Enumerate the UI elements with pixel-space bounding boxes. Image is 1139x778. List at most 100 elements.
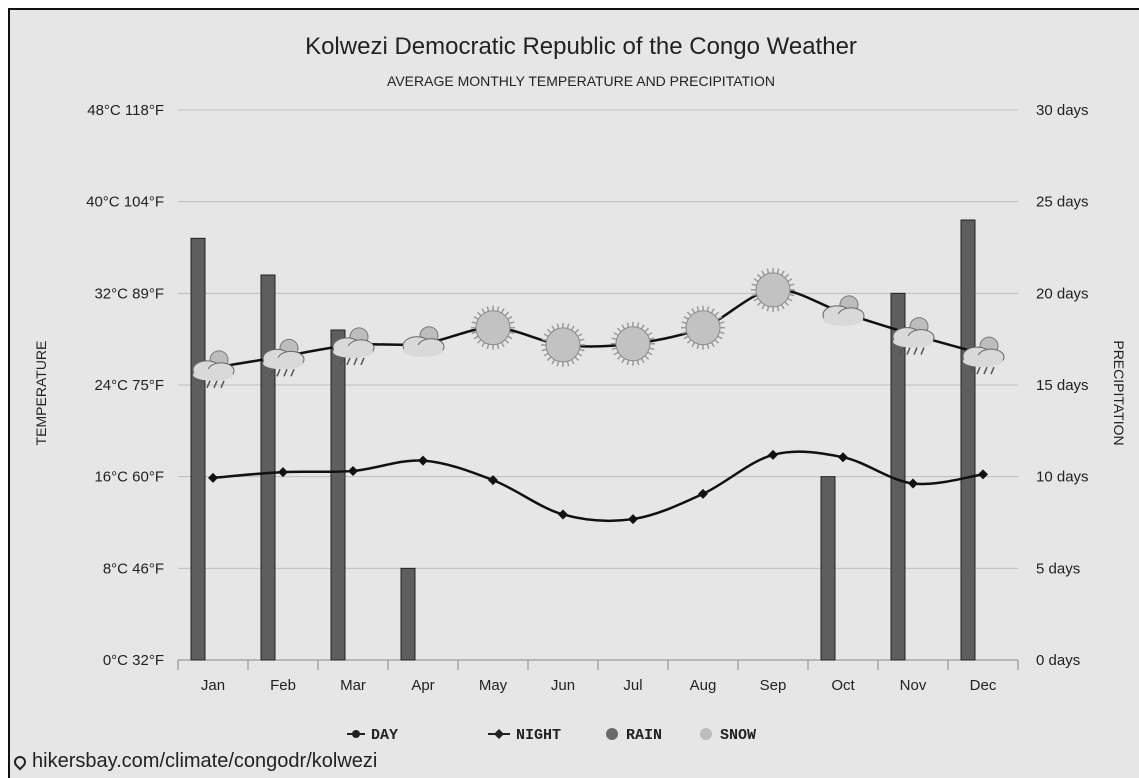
legend-night[interactable]: NIGHT (488, 727, 561, 744)
sun-ray (636, 359, 640, 366)
sun-ray (780, 304, 785, 310)
night-line (212, 450, 984, 523)
cloud-base (403, 344, 443, 357)
y-right-tick-label: 20 days (1036, 285, 1089, 302)
y-right-tick-label: 30 days (1036, 102, 1089, 119)
legend-rain-label: RAIN (626, 727, 662, 744)
day-line (212, 288, 984, 370)
sun-ray (507, 335, 513, 340)
x-tick-label: Mar (340, 677, 366, 694)
cloud-icon[interactable] (402, 326, 445, 357)
sun-icon[interactable] (471, 305, 515, 350)
night-point[interactable] (208, 472, 218, 483)
sun-ray (761, 304, 766, 310)
sun-ray (551, 325, 556, 331)
night-point[interactable] (558, 509, 568, 520)
x-tick-label: Dec (970, 677, 997, 694)
y-right-tick-label: 10 days (1036, 469, 1089, 486)
sun-ray (683, 316, 689, 320)
y-right-tick-label: 15 days (1036, 377, 1089, 394)
sun-ray (784, 273, 790, 279)
chart-frame: Kolwezi Democratic Republic of the Congo… (8, 8, 1139, 778)
rain-drop (899, 347, 904, 355)
location-pin-icon (11, 753, 29, 771)
sun-ray (717, 335, 723, 340)
sun-ray (611, 347, 617, 351)
night-point[interactable] (418, 455, 428, 466)
sun-ray (621, 358, 626, 364)
sun-ray (717, 316, 723, 320)
y-left-tick-label: 16°C 60°F (94, 469, 164, 486)
legend-snow-dot-icon (700, 728, 712, 740)
rain-bar[interactable] (820, 476, 836, 661)
sun-ray (640, 324, 645, 330)
sun-icon[interactable] (681, 305, 725, 350)
sun-ray (714, 311, 720, 317)
sun-ray (616, 327, 622, 333)
legend-day-marker-icon (352, 730, 360, 738)
cloud-rain-icon[interactable] (332, 327, 375, 366)
sun-icon[interactable] (751, 267, 795, 312)
gridlines (178, 109, 1018, 569)
rain-bar[interactable] (960, 219, 976, 661)
sun-ray (577, 352, 583, 357)
night-point[interactable] (278, 467, 288, 478)
rain-bar[interactable] (190, 237, 206, 661)
rain-bar[interactable] (400, 567, 416, 661)
y-left-tick-label: 32°C 89°F (94, 285, 164, 302)
sun-icon[interactable] (611, 321, 655, 366)
legend-day[interactable]: DAY (347, 727, 398, 744)
sun-ray (691, 342, 696, 348)
rain-drop (360, 357, 365, 366)
sun-ray (647, 351, 653, 356)
sun-icon[interactable] (541, 322, 585, 367)
legend-rain[interactable]: RAIN (606, 727, 662, 744)
cloud-rain-icon[interactable] (192, 350, 235, 389)
night-point[interactable] (698, 488, 708, 499)
rain-bar[interactable] (260, 274, 276, 661)
sun-ray (706, 306, 710, 312)
source-link[interactable]: hikersbay.com/climate/congodr/kolwezi (11, 750, 377, 773)
sun-ray (556, 361, 560, 367)
sun-ray (681, 331, 687, 335)
sun-disc (685, 310, 721, 346)
night-point[interactable] (838, 452, 848, 463)
sun-ray (556, 323, 560, 329)
cloud-rain-icon[interactable] (962, 336, 1005, 375)
night-point[interactable] (768, 449, 778, 460)
sun-disc (475, 310, 511, 346)
rain-drop (990, 366, 995, 375)
sun-ray (473, 316, 479, 320)
x-tick-label: Sep (760, 677, 787, 694)
sun-ray (681, 321, 687, 325)
sun-ray (710, 342, 715, 348)
cloud-rain-icon[interactable] (262, 338, 305, 377)
sun-ray (706, 343, 710, 350)
y-left-tick-label: 0°C 32°F (103, 652, 164, 669)
night-point[interactable] (978, 469, 988, 480)
sun-ray (566, 323, 570, 329)
cloud-base (263, 357, 303, 370)
cloud-rain-icon[interactable] (892, 317, 935, 355)
sun-ray (500, 308, 505, 314)
cloud-icon[interactable] (822, 295, 865, 326)
sun-ray (613, 332, 619, 336)
y-axis-left-label: TEMPERATURE (33, 341, 49, 446)
y-left-tick-label: 24°C 75°F (94, 377, 164, 394)
sun-ray (789, 283, 795, 287)
sun-ray (686, 311, 692, 317)
night-point[interactable] (348, 465, 358, 476)
sun-ray (714, 339, 720, 344)
rain-bar[interactable] (330, 329, 346, 661)
sun-ray (577, 333, 583, 338)
night-point[interactable] (908, 478, 918, 489)
rain-drop (290, 369, 295, 377)
sun-ray (756, 301, 762, 306)
night-point[interactable] (628, 514, 638, 525)
sun-ray (570, 359, 575, 365)
sun-ray (504, 311, 510, 317)
rain-drop (339, 357, 344, 366)
legend-snow[interactable]: SNOW (700, 727, 756, 744)
night-point[interactable] (488, 475, 498, 486)
sun-ray (640, 358, 645, 364)
